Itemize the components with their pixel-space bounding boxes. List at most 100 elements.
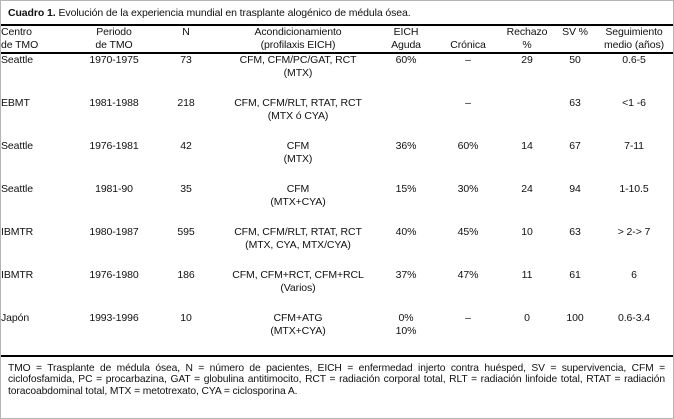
cell-rechazo: 11 — [497, 269, 557, 312]
header-rechazo: Rechazo % — [497, 25, 557, 54]
header-sv-line1: SV % — [562, 26, 588, 38]
rechazo-value: 29 — [521, 54, 533, 66]
cell-rechazo — [497, 97, 557, 140]
rechazo-value: 10 — [521, 226, 533, 238]
cell-sv: 67 — [557, 140, 593, 183]
acond-line1: CFM, CFM/RLT, RTAT, RCT — [234, 226, 362, 238]
cell-n: 35 — [149, 183, 223, 226]
header-acond-line2: (profilaxis EICH) — [260, 39, 336, 51]
sv-value: 67 — [569, 140, 581, 152]
cell-periodo: 1993-1996 — [79, 312, 149, 355]
aguda-value: 15% — [395, 183, 417, 195]
cronica-value: – — [465, 54, 471, 66]
cell-eich-aguda: 36% — [373, 140, 439, 183]
rechazo-value: 0 — [524, 312, 530, 324]
aguda-value2: 10% — [395, 325, 417, 337]
cell-cronica: 47% — [439, 269, 497, 312]
seguimiento-value: > 2-> 7 — [617, 226, 651, 238]
cell-centro: Seattle — [1, 140, 79, 183]
acond-line1: CFM, CFM/PC/GAT, RCT — [239, 54, 357, 66]
centro-value: Seattle — [1, 183, 33, 195]
centro-value: Japón — [1, 312, 30, 324]
rechazo-value: 11 — [521, 269, 533, 281]
aguda-value2 — [373, 153, 439, 166]
header-seguimiento-line2: medio (años) — [603, 39, 665, 51]
seguimiento-value: <1 -6 — [622, 97, 646, 109]
acond-line1: CFM+ATG — [273, 312, 323, 324]
table-row: Japón 1993-1996 10 CFM+ATG (MTX+CYA) 0% 10… — [1, 312, 673, 355]
aguda-value2 — [373, 196, 439, 209]
cell-sv: 63 — [557, 226, 593, 269]
cell-centro: Japón — [1, 312, 79, 355]
cell-seguimiento: > 2-> 7 — [593, 226, 673, 269]
header-rechazo-line2: % — [522, 39, 532, 51]
acond-line2: (MTX, CYA, MTX/CYA) — [245, 239, 351, 251]
n-value: 218 — [177, 97, 195, 109]
aguda-value: 0% — [398, 312, 414, 324]
header-periodo-line1: Periodo — [96, 26, 132, 38]
header-eich-aguda: EICH Aguda — [373, 25, 439, 54]
cell-seguimiento: 0.6-5 — [593, 53, 673, 97]
header-acondicionamiento: Acondicionamiento (profilaxis EICH) — [223, 25, 373, 54]
cell-acondicionamiento: CFM, CFM/PC/GAT, RCT (MTX) — [223, 53, 373, 97]
cell-cronica: 45% — [439, 226, 497, 269]
cronica-value: 45% — [457, 226, 479, 238]
cell-cronica: 30% — [439, 183, 497, 226]
header-n-line2 — [149, 39, 223, 52]
cell-centro: EBMT — [1, 97, 79, 140]
rechazo-value: 14 — [521, 140, 533, 152]
cell-seguimiento: 6 — [593, 269, 673, 312]
cell-eich-aguda: 37% — [373, 269, 439, 312]
cell-sv: 94 — [557, 183, 593, 226]
cell-centro: IBMTR — [1, 269, 79, 312]
cell-rechazo: 0 — [497, 312, 557, 355]
table-header: Centro de TMO Periodo de TMO N Acondicio… — [1, 25, 673, 54]
cell-n: 73 — [149, 53, 223, 97]
centro-value: IBMTR — [1, 269, 34, 281]
table-row: Seattle 1981-90 35 CFM (MTX+CYA) 15% 30% … — [1, 183, 673, 226]
acond-line1: CFM — [286, 140, 310, 152]
aguda-value: 60% — [395, 54, 417, 66]
table-body: Seattle 1970-1975 73 CFM, CFM/PC/GAT, RC… — [1, 53, 673, 355]
seguimiento-value: 6 — [631, 269, 637, 281]
centro-value: Seattle — [1, 54, 33, 66]
periodo-value: 1981-1988 — [89, 97, 139, 109]
cell-seguimiento: <1 -6 — [593, 97, 673, 140]
acond-line2: (MTX ó CYA) — [267, 110, 329, 122]
acond-line1: CFM, CFM/RLT, RTAT, RCT — [234, 97, 362, 109]
cronica-value: 30% — [457, 183, 479, 195]
acond-line2: (Varios) — [280, 282, 316, 294]
header-cronica: Crónica — [439, 25, 497, 54]
seguimiento-value: 1-10.5 — [619, 183, 649, 195]
cell-rechazo: 24 — [497, 183, 557, 226]
table-caption: Cuadro 1. Evolución de la experiencia mun… — [1, 1, 673, 24]
cell-periodo: 1981-90 — [79, 183, 149, 226]
cell-eich-aguda: 40% — [373, 226, 439, 269]
cell-centro: IBMTR — [1, 226, 79, 269]
sv-value: 61 — [569, 269, 581, 281]
cell-rechazo: 10 — [497, 226, 557, 269]
table-row: Seattle 1976-1981 42 CFM (MTX) 36% 60% 14… — [1, 140, 673, 183]
cronica-value: 60% — [457, 140, 479, 152]
n-value: 10 — [180, 312, 192, 324]
periodo-value: 1993-1996 — [89, 312, 139, 324]
sv-value: 63 — [569, 97, 581, 109]
table-row: IBMTR 1976-1980 186 CFM, CFM+RCT, CFM+RC… — [1, 269, 673, 312]
cell-eich-aguda: 15% — [373, 183, 439, 226]
header-seguimiento: Seguimiento medio (años) — [593, 25, 673, 54]
cell-rechazo: 29 — [497, 53, 557, 97]
rechazo-value: 24 — [521, 183, 533, 195]
aguda-value — [373, 97, 439, 110]
header-eich-line2: Aguda — [391, 39, 421, 51]
table-caption-text: Evolución de la experiencia mundial en t… — [58, 7, 411, 19]
header-periodo-line2: de TMO — [95, 39, 133, 51]
aguda-value: 37% — [395, 269, 417, 281]
acond-line1: CFM — [286, 183, 310, 195]
table-row: EBMT 1981-1988 218 CFM, CFM/RLT, RTAT, R… — [1, 97, 673, 140]
centro-value: Seattle — [1, 140, 33, 152]
cell-periodo: 1976-1980 — [79, 269, 149, 312]
aguda-value2 — [373, 67, 439, 80]
periodo-value: 1976-1981 — [89, 140, 139, 152]
sv-value: 100 — [566, 312, 584, 324]
